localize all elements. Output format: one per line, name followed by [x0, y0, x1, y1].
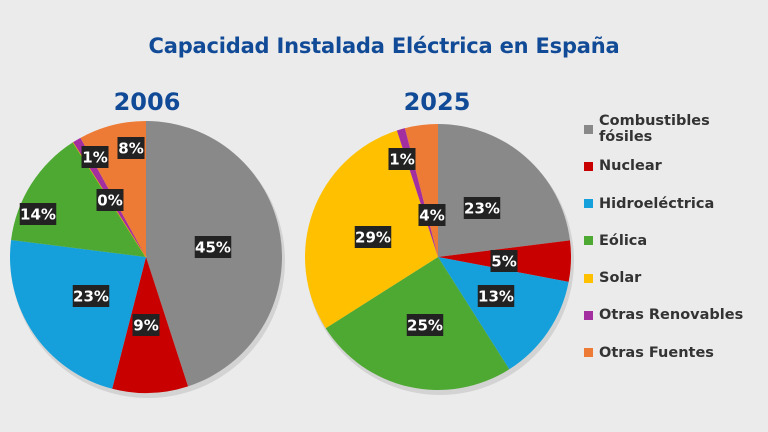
data-label-box — [132, 314, 160, 336]
pie-chart-2006: 45% 9% 23% 14% 0% 1% 8% — [9, 121, 285, 398]
data-label-text: 45% — [195, 239, 231, 257]
legend-item-otras-fuentes: Otras Fuentes — [584, 343, 768, 363]
data-label-box — [96, 189, 124, 211]
data-label-box — [388, 148, 416, 170]
legend-item-otras-renovables: Otras Renovables — [584, 305, 768, 325]
data-label-box — [463, 197, 501, 219]
data-label-solar: 29% — [354, 226, 392, 248]
data-label-eolica: 25% — [406, 314, 444, 336]
year-label-2006: 2006 — [113, 88, 181, 116]
legend-item-eolica: Eólica — [584, 231, 768, 251]
legend-swatch — [584, 348, 593, 358]
legend-item-combustibles-fosiles: Combustibles fósiles — [584, 113, 768, 145]
data-label-text: 9% — [133, 317, 158, 335]
legend-item-hidroelectrica: Hidroeléctrica — [584, 194, 768, 214]
legend-item-solar: Solar — [584, 268, 768, 288]
data-label-box — [72, 285, 110, 307]
data-label-text: 13% — [478, 288, 514, 306]
legend-label: Combustibles fósiles — [599, 113, 710, 145]
data-label-text: 0% — [97, 192, 122, 210]
data-label-box — [194, 236, 232, 258]
legend-item-nuclear: Nuclear — [584, 156, 768, 176]
pie-slice-combustibles-fosiles — [438, 124, 570, 257]
data-label-text: 8% — [118, 140, 143, 158]
data-label-box — [418, 204, 446, 226]
data-label-eolica: 14% — [19, 203, 57, 225]
data-label-box — [354, 226, 392, 248]
legend-label: Otras Renovables — [599, 307, 744, 324]
data-label-text: 14% — [20, 206, 56, 224]
data-label-text: 4% — [419, 207, 444, 225]
pie-slice-eolica — [11, 142, 146, 257]
data-label-otras-fuentes: 4% — [418, 204, 446, 226]
data-label-text: 1% — [389, 151, 414, 169]
data-label-box — [81, 146, 109, 168]
data-label-box — [477, 285, 515, 307]
data-label-nuclear: 9% — [132, 314, 160, 336]
chart-title: Capacidad Instalada Eléctrica en España — [148, 34, 620, 58]
data-label-otras-fuentes: 8% — [117, 137, 145, 159]
data-label-otras-renovables: 1% — [81, 146, 109, 168]
data-label-nuclear: 5% — [490, 250, 518, 272]
legend-swatch — [584, 273, 593, 283]
legend-label: Nuclear — [599, 158, 662, 175]
data-label-combustibles-fosiles: 23% — [463, 197, 501, 219]
pie-slice-hidroelectrica — [9, 239, 147, 389]
legend-label: Hidroeléctrica — [599, 195, 715, 212]
data-label-otras-renovables: 1% — [388, 148, 416, 170]
data-label-hidroelectrica: 13% — [477, 285, 515, 307]
pie-slice-hidroelectrica — [438, 257, 569, 370]
data-label-text: 23% — [464, 200, 500, 218]
legend-swatch — [584, 310, 593, 320]
legend-swatch — [584, 161, 593, 171]
data-label-box — [19, 203, 57, 225]
legend-label: Eólica — [599, 232, 648, 249]
legend-label: Otras Fuentes — [599, 344, 714, 361]
data-label-text: 29% — [355, 229, 391, 247]
data-label-text: 23% — [73, 288, 109, 306]
legend-label: Solar — [599, 270, 642, 287]
data-label-solar: 0% — [96, 189, 124, 211]
data-label-box — [406, 314, 444, 336]
data-label-hidroelectrica: 23% — [72, 285, 110, 307]
legend-swatch — [584, 236, 593, 246]
data-label-box — [490, 250, 518, 272]
legend-swatch — [584, 199, 593, 209]
pie-chart-2025: 23% 5% 13% 25% 29% 1% 4% — [305, 124, 574, 395]
data-label-box — [117, 137, 145, 159]
data-label-text: 5% — [491, 253, 516, 271]
data-label-text: 25% — [407, 317, 443, 335]
data-label-combustibles-fosiles: 45% — [194, 236, 232, 258]
year-label-2025: 2025 — [403, 88, 471, 116]
legend-swatch — [584, 124, 593, 134]
legend: Combustibles fósiles Nuclear Hidroeléctr… — [584, 113, 768, 380]
data-label-text: 1% — [82, 149, 107, 167]
